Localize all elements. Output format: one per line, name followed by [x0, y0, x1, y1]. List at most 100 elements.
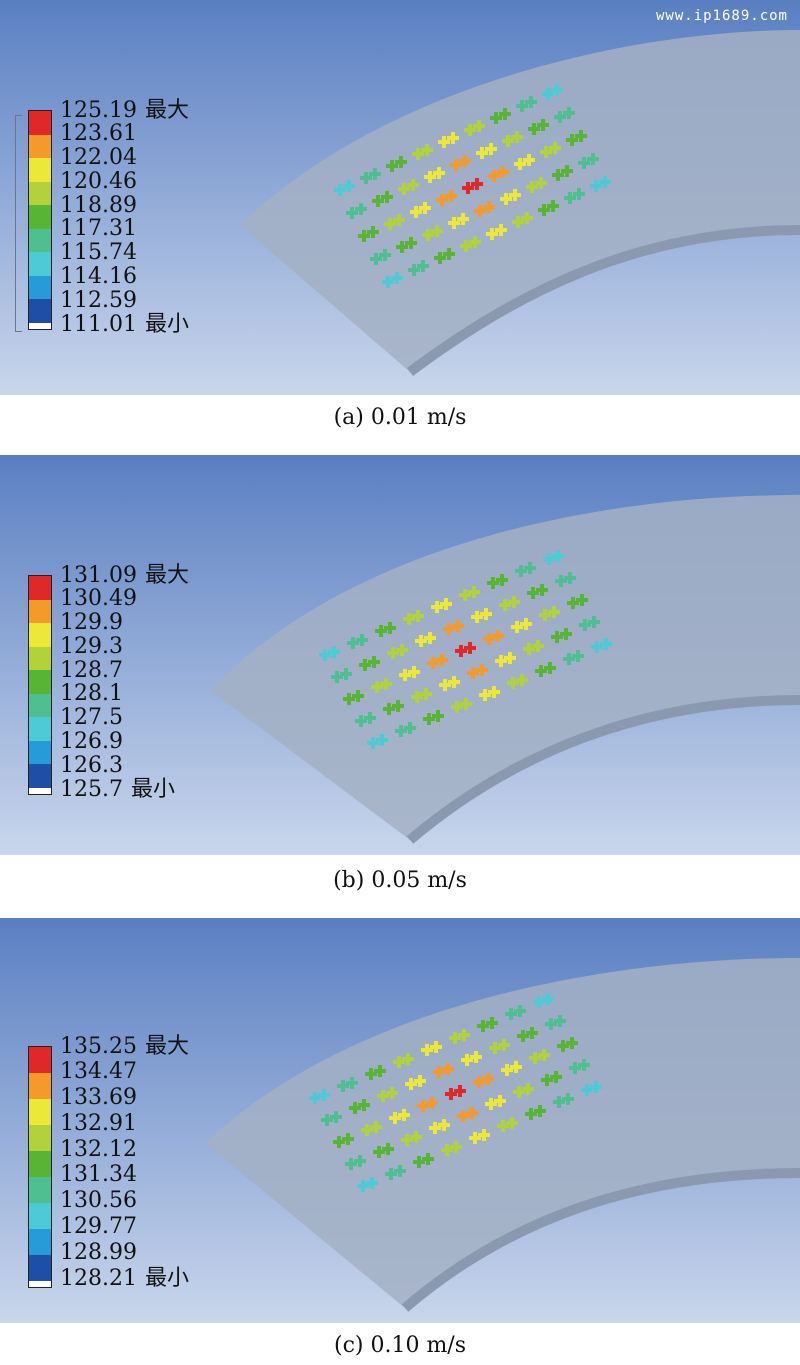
measurement-marker	[464, 124, 476, 136]
measurement-marker	[442, 1063, 454, 1075]
measurement-marker	[415, 635, 427, 647]
measurement-marker	[464, 642, 476, 654]
measurement-marker	[381, 191, 393, 203]
plate-edge-a	[407, 225, 800, 377]
measurement-marker	[385, 1168, 397, 1180]
measurement-marker	[526, 181, 538, 193]
measurement-marker	[542, 993, 554, 1005]
measurement-marker	[386, 1087, 398, 1099]
measurement-marker	[473, 120, 485, 132]
measurement-marker	[448, 676, 460, 688]
measurement-marker	[387, 647, 399, 659]
measurement-marker	[408, 264, 420, 276]
measurement-marker	[468, 586, 480, 598]
legend-min: 125.7 最小	[60, 777, 175, 802]
measurement-marker	[494, 1095, 506, 1107]
measurement-marker	[354, 1155, 366, 1167]
legend-value: 129.3	[60, 634, 123, 659]
measurement-marker	[427, 657, 439, 669]
legend-min: 111.01 最小	[60, 312, 189, 337]
measurement-marker	[436, 194, 448, 206]
measurement-marker	[370, 253, 382, 265]
legend-swatch	[29, 1047, 51, 1073]
plate-c	[205, 958, 800, 1308]
measurement-marker	[520, 618, 532, 630]
measurement-marker	[431, 601, 443, 613]
measurement-marker	[457, 213, 469, 225]
panel-a: 125.19 最大 123.61 122.04 120.46 118.89 117…	[0, 0, 800, 395]
caption-a: (a) 0.01 m/s	[333, 405, 467, 430]
measurement-marker	[383, 703, 395, 715]
measurement-marker	[587, 153, 599, 165]
measurement-marker	[469, 1132, 481, 1144]
measurement-marker	[579, 619, 591, 631]
measurement-marker	[355, 715, 367, 727]
measurement-marker	[399, 669, 411, 681]
measurement-marker	[497, 166, 509, 178]
measurement-marker	[460, 240, 472, 252]
measurement-marker	[340, 668, 352, 680]
legend-value: 129.77	[60, 1214, 137, 1239]
measurement-marker	[538, 204, 550, 216]
measurement-marker	[426, 1097, 438, 1109]
measurement-marker	[357, 1180, 369, 1192]
measurement-marker	[563, 107, 575, 119]
measurement-marker	[535, 177, 547, 189]
measurement-marker	[454, 1085, 466, 1097]
measurement-marker	[569, 1062, 581, 1074]
measurement-marker	[578, 1059, 590, 1071]
measurement-marker	[345, 1158, 357, 1170]
legend-swatch	[29, 1255, 51, 1281]
legend-max: 131.09 最大	[60, 563, 189, 588]
measurement-marker	[365, 1068, 377, 1080]
measurement-marker	[482, 1073, 494, 1085]
measurement-marker	[534, 1105, 546, 1117]
legend-swatch	[29, 1177, 51, 1203]
measurement-marker	[395, 725, 407, 737]
measurement-marker	[412, 148, 424, 160]
markers-b	[319, 550, 612, 749]
legend-bar-b	[28, 575, 52, 795]
measurement-marker	[443, 248, 455, 260]
measurement-marker	[501, 1064, 513, 1076]
measurement-marker	[540, 146, 552, 158]
measurement-marker	[373, 1146, 385, 1158]
legend-swatch	[29, 599, 51, 624]
measurement-marker	[495, 224, 507, 236]
measurement-marker	[319, 649, 331, 661]
measurement-marker	[392, 700, 404, 712]
measurement-marker	[517, 1030, 529, 1042]
measurement-marker	[483, 633, 495, 645]
measurement-marker	[333, 1136, 345, 1148]
measurement-marker	[382, 1143, 394, 1155]
legend-value: 132.91	[60, 1111, 137, 1136]
measurement-marker	[450, 159, 462, 171]
plate-edge-b	[406, 695, 800, 844]
measurement-marker	[448, 217, 460, 229]
measurement-marker	[554, 111, 566, 123]
legend-value: 114.16	[60, 264, 137, 289]
measurement-marker	[521, 212, 533, 224]
measurement-marker	[529, 1052, 541, 1064]
measurement-marker	[417, 1100, 429, 1112]
measurement-marker	[532, 640, 544, 652]
legend-swatch	[29, 576, 51, 600]
measurement-marker	[476, 147, 488, 159]
legend-value: 115.74	[60, 240, 137, 265]
measurement-marker	[355, 203, 367, 215]
measurement-marker	[407, 179, 419, 191]
legend-value: 122.04	[60, 145, 137, 170]
legend-swatch	[29, 228, 51, 253]
measurement-marker	[445, 1088, 457, 1100]
legend-value: 117.31	[60, 216, 137, 241]
measurement-marker	[389, 1112, 401, 1124]
measurement-marker	[538, 1049, 550, 1061]
measurement-marker	[410, 206, 422, 218]
legend-value: 128.7	[60, 658, 123, 683]
measurement-marker	[488, 686, 500, 698]
measurement-marker	[523, 154, 535, 166]
measurement-marker	[422, 229, 434, 241]
legend-swatch	[29, 1151, 51, 1177]
legend-swatch	[29, 1125, 51, 1151]
measurement-marker	[384, 218, 396, 230]
